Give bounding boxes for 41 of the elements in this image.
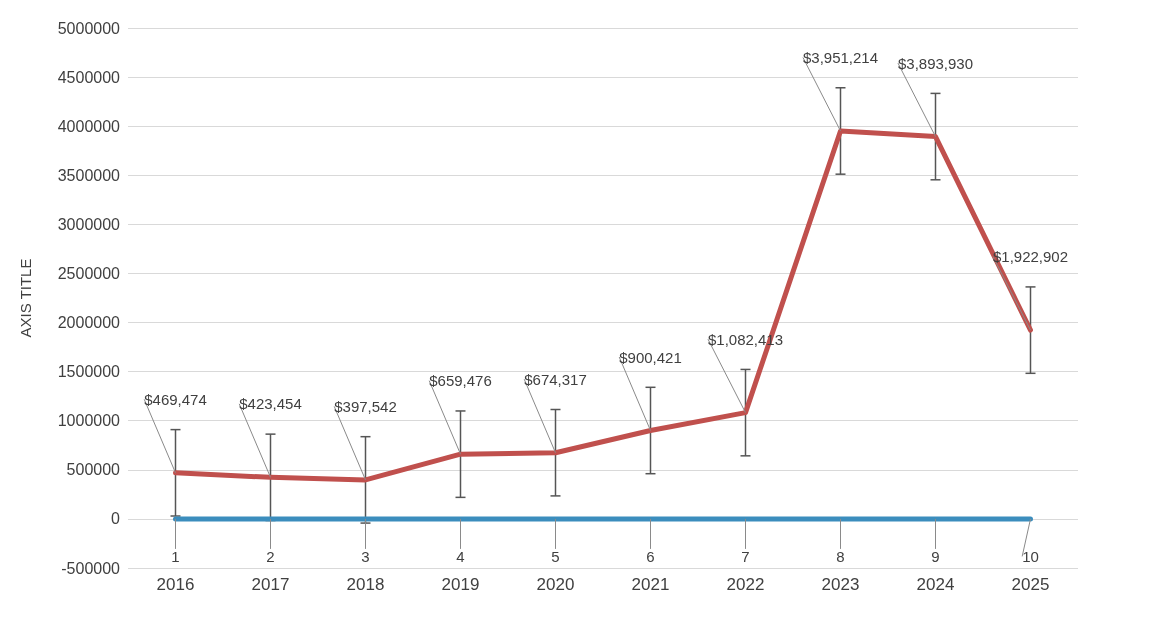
y-tick-label: 500000	[66, 461, 121, 479]
y-tick-label: 4000000	[57, 117, 121, 135]
data-label: $397,542	[334, 397, 397, 415]
data-label: 7	[741, 547, 750, 565]
data-label: 9	[931, 547, 940, 565]
y-axis-title: AXIS TITLE	[17, 258, 34, 338]
data-label: $469,474	[144, 390, 207, 408]
x-tick-label: 2018	[346, 575, 385, 594]
data-label: 8	[836, 547, 845, 565]
y-tick-label: 3500000	[57, 166, 121, 184]
data-label: $900,421	[619, 348, 682, 366]
data-label: $3,893,930	[897, 54, 974, 72]
data-label: $3,951,214	[802, 48, 879, 66]
y-tick-label: -500000	[61, 559, 121, 577]
data-label: 2	[266, 547, 275, 565]
y-tick-label: 2500000	[57, 264, 121, 282]
data-label: 5	[551, 547, 560, 565]
y-tick-label: 4500000	[57, 68, 121, 86]
data-label: 6	[646, 547, 655, 565]
x-tick-label: 2020	[536, 575, 575, 594]
x-tick-label: 2025	[1011, 575, 1050, 594]
data-label: 4	[456, 547, 465, 565]
x-tick-label: 2017	[251, 575, 290, 594]
x-tick-label: 2019	[441, 575, 480, 594]
y-tick-label: 3000000	[57, 215, 121, 233]
data-label: $659,476	[429, 372, 492, 390]
data-label: $423,454	[239, 395, 302, 413]
data-label: 10	[1022, 547, 1039, 565]
y-tick-label: 2000000	[57, 314, 121, 332]
x-tick-label: 2023	[821, 575, 860, 594]
data-label: 1	[171, 547, 180, 565]
y-tick-label: 0	[111, 510, 121, 528]
y-tick-label: 1500000	[57, 363, 121, 381]
x-tick-label: 2016	[156, 575, 195, 594]
x-tick-label: 2021	[631, 575, 670, 594]
data-label: 3	[361, 547, 370, 565]
x-tick-label: 2022	[726, 575, 765, 594]
data-label: $674,317	[524, 370, 587, 388]
y-tick-label: 1000000	[57, 412, 121, 430]
y-tick-label: 5000000	[57, 19, 121, 37]
x-tick-label: 2024	[916, 575, 955, 594]
